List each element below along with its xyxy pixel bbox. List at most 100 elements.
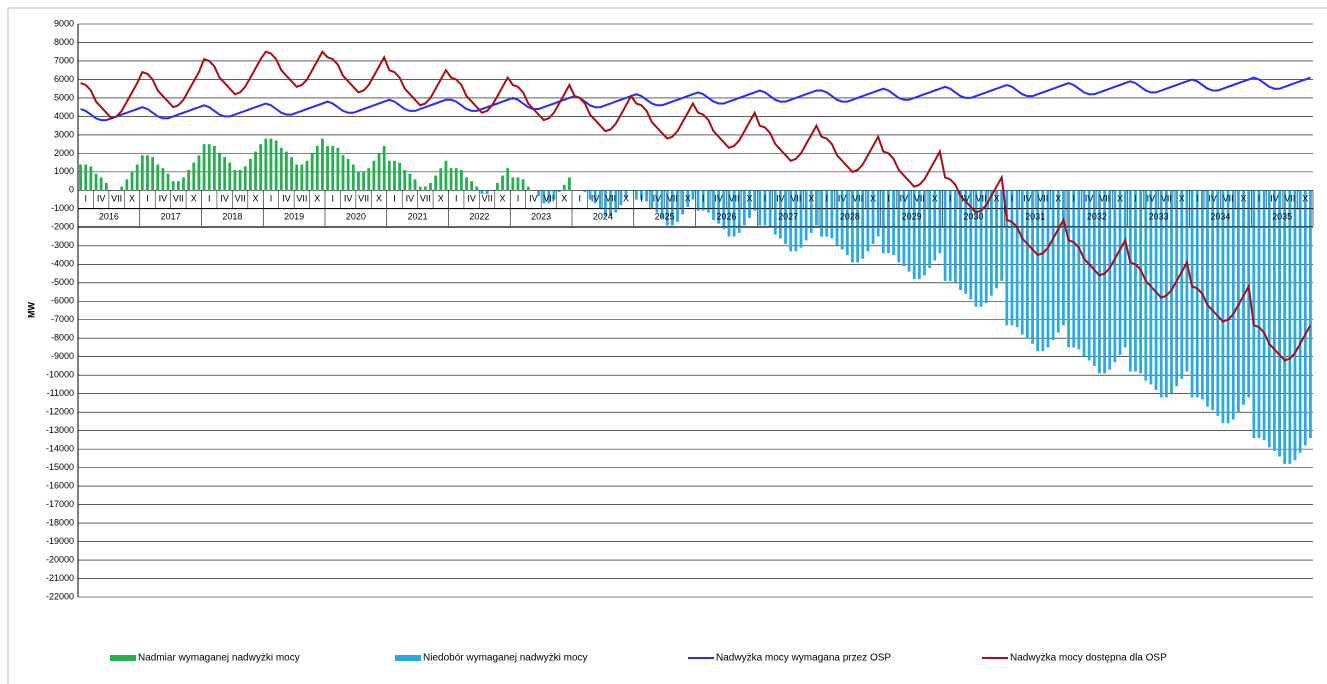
- bar: [382, 145, 386, 191]
- bar: [1221, 190, 1225, 424]
- bar: [465, 177, 468, 191]
- legend-label: Nadwyżka mocy wymagana przez OSP: [716, 653, 891, 664]
- bar: [1309, 190, 1312, 439]
- bar: [1288, 190, 1292, 464]
- bar: [1098, 190, 1101, 374]
- quarter-label: VII: [605, 194, 616, 204]
- bar: [634, 190, 638, 200]
- y-tick-label: -13000: [46, 425, 74, 435]
- bar: [845, 190, 849, 256]
- bar: [84, 164, 88, 191]
- bar: [120, 186, 124, 191]
- bar: [840, 190, 844, 250]
- quarter-label: I: [146, 194, 149, 204]
- quarter-label: IV: [653, 194, 662, 204]
- bar: [727, 190, 731, 237]
- bar: [1123, 190, 1127, 348]
- year-label: 2023: [531, 212, 551, 222]
- bar: [706, 190, 710, 213]
- quarter-label: IV: [467, 194, 476, 204]
- year-label: 2031: [1025, 212, 1045, 222]
- quarter-label: I: [270, 194, 273, 204]
- bar: [938, 190, 942, 254]
- bar: [588, 190, 592, 200]
- bar: [331, 145, 335, 191]
- quarter-label: I: [84, 194, 87, 204]
- quarter-label: I: [949, 194, 952, 204]
- bar: [665, 190, 669, 226]
- bar: [547, 190, 551, 204]
- quarter-label: IV: [220, 194, 229, 204]
- bar: [871, 190, 875, 244]
- bar: [1056, 190, 1060, 333]
- quarter-label: X: [685, 194, 691, 204]
- bar: [89, 166, 93, 191]
- quarter-label: VII: [667, 194, 678, 204]
- bar: [1236, 190, 1240, 413]
- bar: [264, 138, 268, 191]
- quarter-label: X: [438, 194, 444, 204]
- bar: [341, 155, 345, 191]
- bar: [892, 190, 896, 256]
- y-tick-label: 0: [69, 185, 74, 195]
- bar: [1010, 190, 1014, 326]
- bar: [104, 182, 108, 191]
- quarter-label: IV: [1023, 194, 1032, 204]
- year-label: 2020: [346, 212, 366, 222]
- bar: [223, 157, 227, 191]
- quarter-label: I: [517, 194, 520, 204]
- bar: [1072, 190, 1076, 348]
- bar: [449, 168, 453, 191]
- quarter-label: X: [747, 194, 753, 204]
- quarter-label: VII: [543, 194, 554, 204]
- bar: [135, 164, 139, 191]
- bar: [640, 190, 643, 200]
- y-tick-label: -10000: [46, 370, 74, 380]
- bar: [1062, 190, 1065, 326]
- quarter-label: VII: [296, 194, 307, 204]
- quarter-label: X: [314, 194, 320, 204]
- quarter-label: I: [455, 194, 458, 204]
- quarter-label: IV: [529, 194, 538, 204]
- bar: [1139, 190, 1143, 374]
- quarter-label: IV: [344, 194, 353, 204]
- quarter-label: I: [393, 194, 396, 204]
- quarter-label: X: [623, 194, 629, 204]
- bar: [151, 157, 155, 191]
- quarter-label: I: [702, 194, 705, 204]
- year-label: 2034: [1210, 212, 1230, 222]
- bar: [779, 190, 782, 239]
- bar: [1278, 190, 1281, 457]
- bar: [552, 190, 556, 200]
- bar: [799, 190, 803, 248]
- y-tick-label: 2000: [54, 148, 74, 158]
- bar: [917, 190, 921, 280]
- bar: [228, 162, 232, 191]
- quarter-label: VII: [173, 194, 184, 204]
- bar: [1159, 190, 1163, 398]
- bar: [979, 190, 983, 307]
- quarter-label: X: [253, 194, 259, 204]
- bar: [367, 168, 371, 191]
- y-tick-label: -3000: [51, 240, 74, 250]
- quarter-label: VII: [790, 194, 801, 204]
- bar: [362, 171, 365, 191]
- bar: [274, 140, 278, 191]
- bar: [681, 190, 685, 215]
- bar: [825, 190, 829, 237]
- bar: [768, 190, 772, 228]
- bar: [243, 166, 247, 191]
- bar: [166, 173, 170, 191]
- bar: [454, 168, 458, 191]
- quarter-label: I: [1196, 194, 1199, 204]
- bar: [238, 170, 242, 191]
- bar: [959, 190, 962, 291]
- bar: [717, 190, 721, 224]
- bar: [387, 160, 391, 191]
- bar: [1283, 190, 1287, 464]
- bar: [161, 168, 165, 191]
- quarter-label: I: [1072, 194, 1075, 204]
- year-label: 2022: [469, 212, 489, 222]
- quarter-label: I: [208, 194, 211, 204]
